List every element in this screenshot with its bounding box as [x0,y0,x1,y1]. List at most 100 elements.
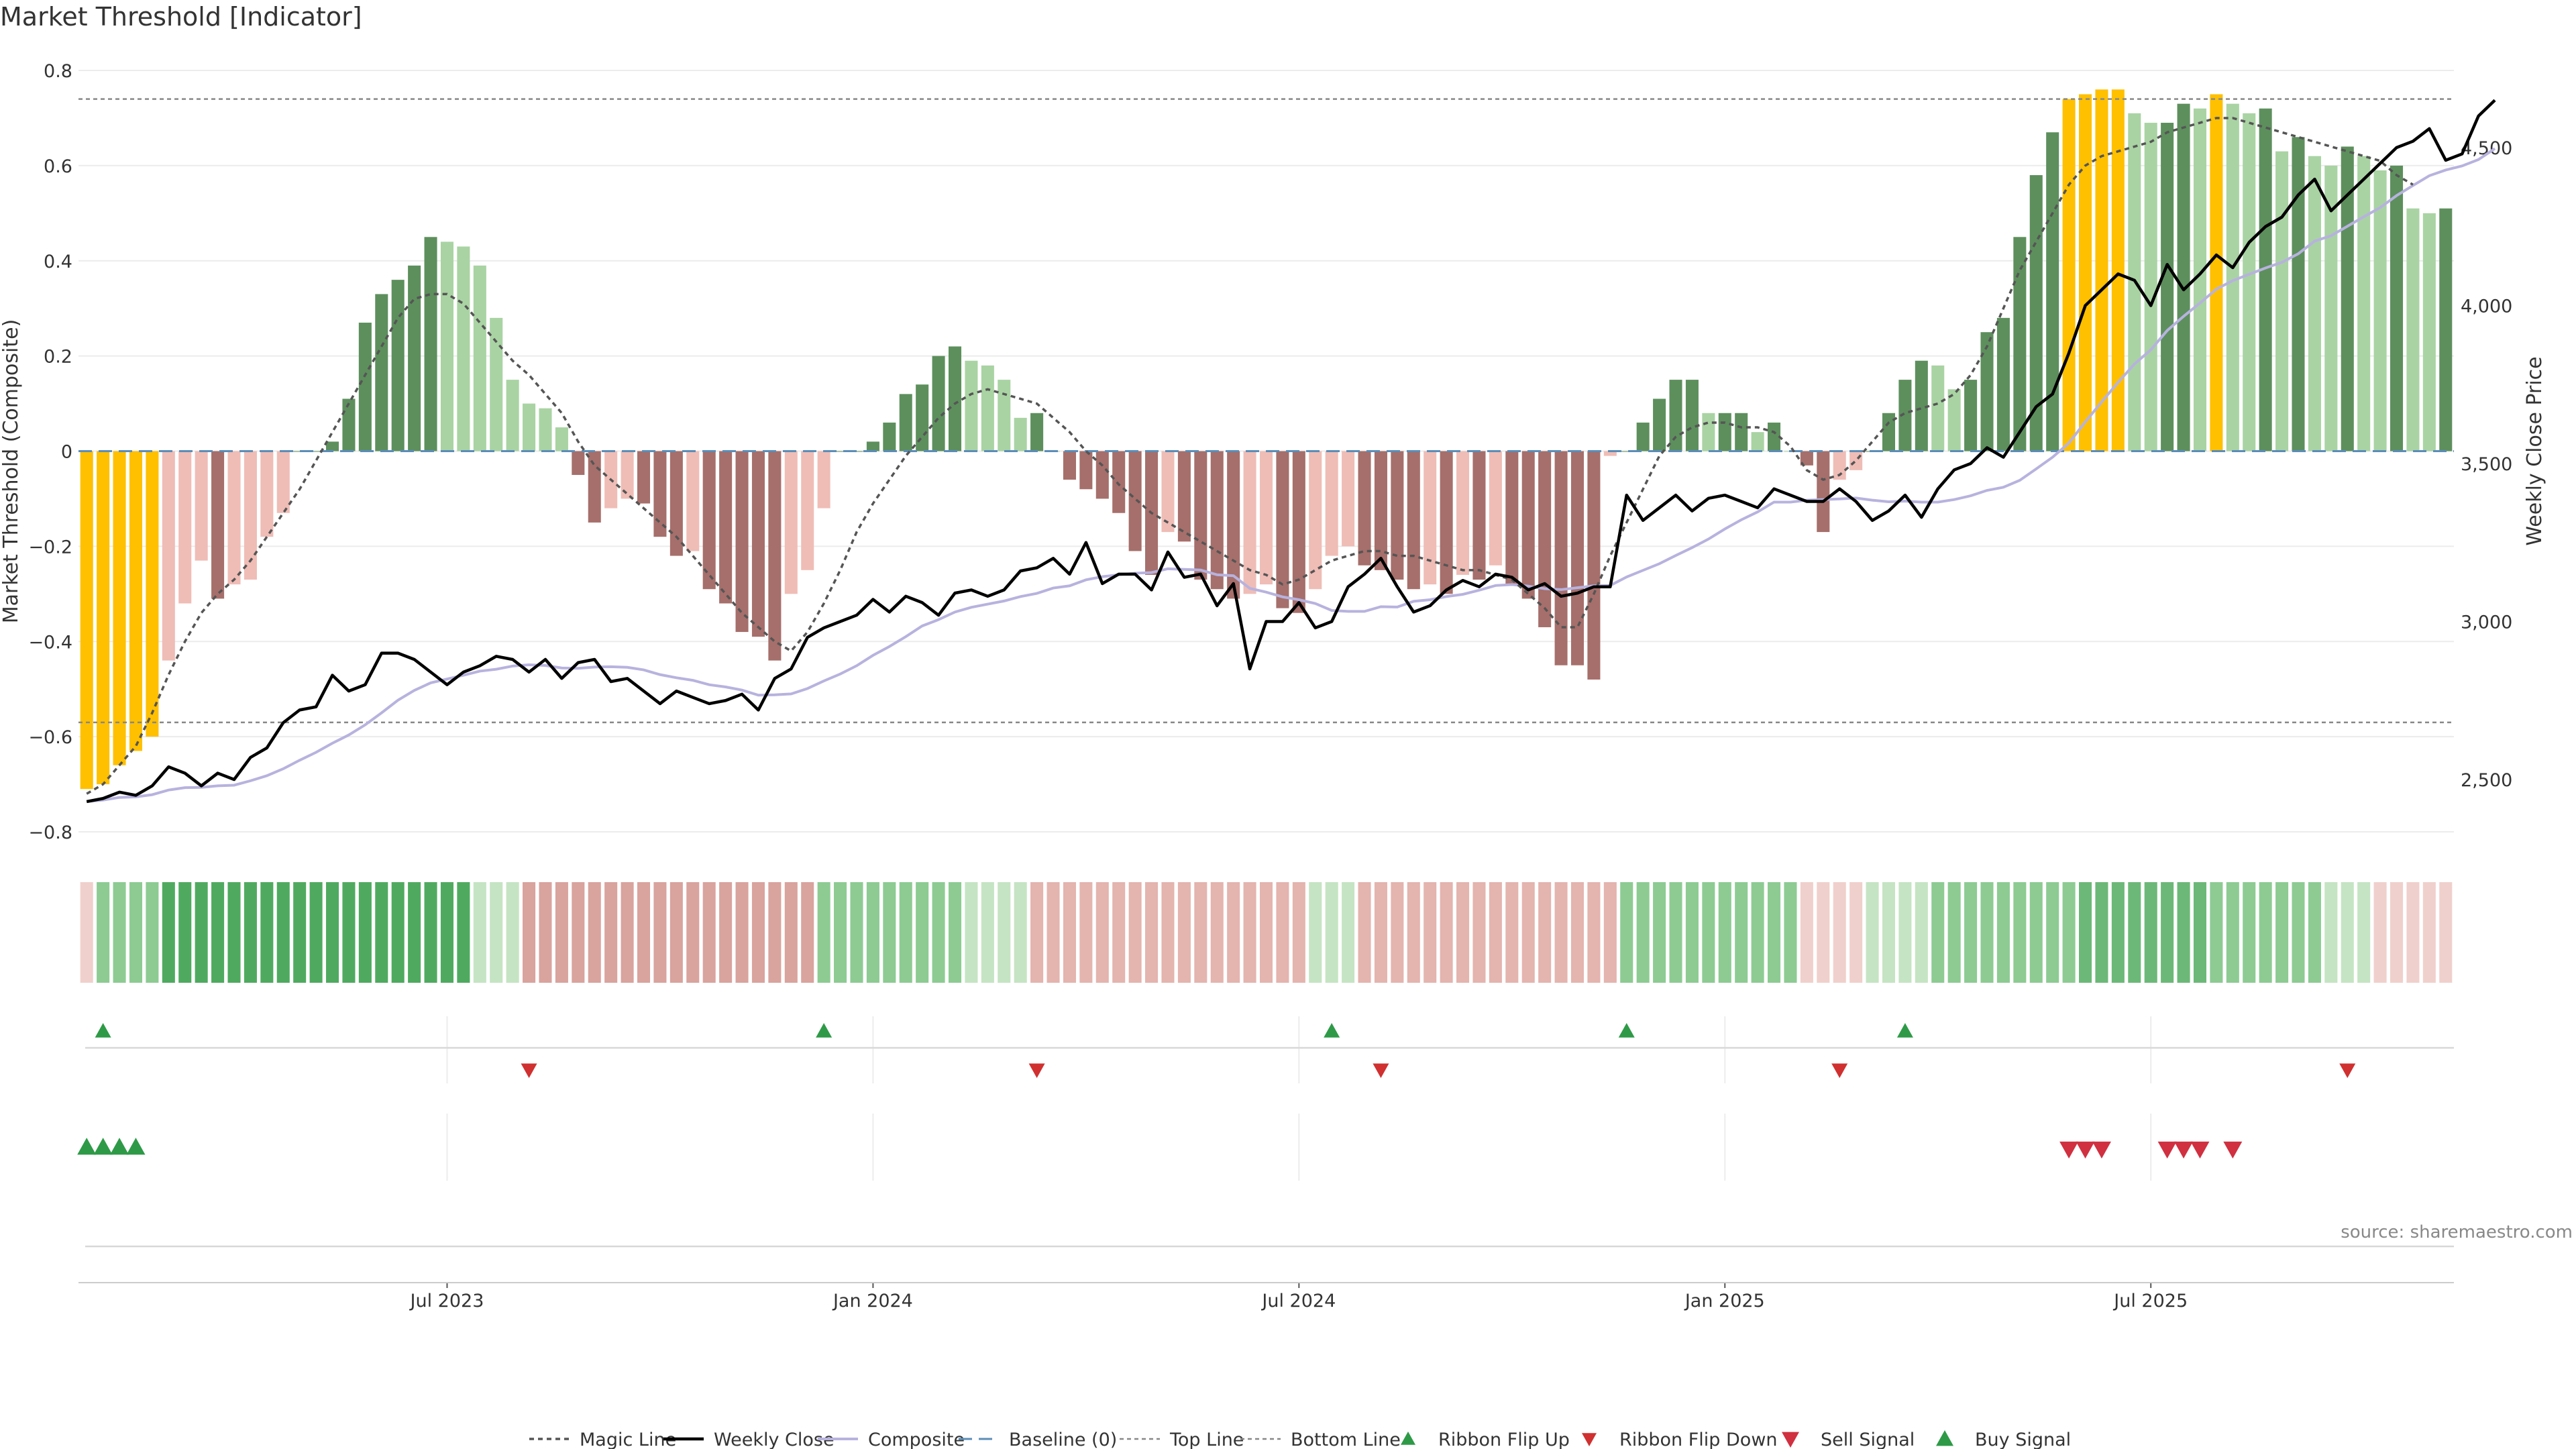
legend-item-baseline: Baseline (0) [959,1430,1117,1449]
composite-bar [1014,417,1027,451]
composite-bar [2111,89,2125,451]
ribbon-cell [1259,882,1273,983]
ribbon-cell [1882,882,1896,983]
composite-bar [1570,451,1585,665]
buy-signal-marker [110,1138,129,1155]
ribbon-cell [1768,882,1781,983]
ribbon-cell [1800,882,1813,983]
ribbon-cell [1751,882,1764,983]
ribbon-flip-up-marker [1618,1023,1635,1038]
composite-bar [965,360,978,451]
composite-bar [1947,389,1961,451]
composite-bar [1079,451,1093,490]
composite-bar [2373,170,2387,451]
ribbon-cell [621,882,634,983]
ribbon-cell [1964,882,1978,983]
composite-bar [506,380,519,451]
ribbon-cell [1521,882,1535,983]
composite-bar [2439,208,2453,451]
composite-bar [751,451,765,637]
legend-item-bottom: Bottom Line [1240,1430,1401,1449]
ribbon-cell [113,882,126,983]
composite-bar [2406,208,2420,451]
ribbon-cell [375,882,388,983]
composite-bar [1177,451,1191,542]
composite-bar [1161,451,1175,533]
signal-panel [77,1114,2454,1248]
ribbon-cell [1931,882,1945,983]
ribbon-cell [1063,882,1076,983]
composite-bar [1980,332,1994,451]
ribbon-cell [1014,882,1027,983]
composite-bar [1489,451,1502,566]
composite-bar [702,451,716,590]
ribbon-cell [1325,882,1338,983]
ribbon-cell [1554,882,1568,983]
ribbon-cell [1866,882,1879,983]
composite-bar [1472,451,1486,580]
ribbon-cell [998,882,1011,983]
sell-signal-marker [2223,1141,2243,1159]
composite-bar [129,451,142,751]
ribbon-cell [1784,882,1797,983]
composite-bar [817,451,830,508]
composite-bar [1898,380,1912,451]
composite-bar [539,408,552,451]
composite-bar [2079,94,2092,451]
ribbon-cell [1030,882,1044,983]
ribbon-cell [1309,882,1322,983]
composite-bar [1112,451,1126,513]
weekly-close-line [86,99,2496,804]
composite-bar [998,380,1011,451]
ribbon-flip-up-marker [95,1023,111,1038]
ribbon-flip-down-marker [1373,1063,1389,1078]
legend-label: Buy Signal [1975,1430,2071,1449]
composite-bar [572,451,585,475]
ribbon-cell [342,882,356,983]
composite-bar [2259,108,2272,451]
composite-bar [1636,422,1650,451]
ribbon-cell [1587,882,1601,983]
composite-bar [768,451,782,661]
ribbon-cell [408,882,421,983]
composite-bar [309,451,323,452]
ribbon-cell [686,882,700,983]
ribbon-cell [523,882,536,983]
ribbon-panel [80,882,2453,983]
composite-bar [2210,94,2223,451]
composite-bar [1800,451,1813,466]
ribbon-cell [2144,882,2157,983]
ribbon-cell [1374,882,1387,983]
ribbon-cell [1424,882,1437,983]
ribbon-cell [2210,882,2223,983]
composite-bar [1440,451,1453,594]
ribbon-cell [719,882,733,983]
legend-label: Weekly Close [714,1430,835,1449]
ribbon-flip-down-marker [1831,1063,1848,1078]
ribbon-cell [604,882,618,983]
ribbon-cell [1095,882,1109,983]
composite-bar [2062,99,2076,451]
composite-bar [1194,451,1208,580]
y-left-tick-label: −0.6 [28,727,72,748]
ribbon-cell [1112,882,1126,983]
legend-item-sell: Sell Signal [1782,1430,1915,1449]
composite-bar [1718,413,1731,451]
ribbon-cell [2013,882,2027,983]
composite-bar [2226,103,2239,451]
composite-bar [293,451,307,452]
ribbon-cell [572,882,585,983]
ribbon-cell [932,882,945,983]
ribbon-cell [2422,882,2436,983]
composite-bar [523,403,536,451]
composite-bar [735,451,749,633]
ribbon-cell [80,882,93,983]
composite-bar [1276,451,1289,608]
source-note: source: sharemaestro.com [2341,1222,2573,1242]
y-left-tick-label: −0.4 [28,632,72,653]
ribbon-cell [1177,882,1191,983]
composite-bar [1342,451,1355,547]
composite-bar [1309,451,1322,590]
ribbon-cell [981,882,994,983]
ribbon-cell [1570,882,1585,983]
